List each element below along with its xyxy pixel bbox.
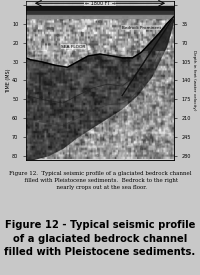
Polygon shape — [26, 16, 174, 160]
Bar — [26, 6, 174, 11]
Text: Figure 12 - Typical seismic profile
of a glaciated bedrock channel
filled with P: Figure 12 - Typical seismic profile of a… — [4, 220, 196, 257]
Text: Bedrock Prominent: Bedrock Prominent — [122, 26, 161, 30]
Text: ← 1800 FT →: ← 1800 FT → — [85, 1, 115, 6]
Bar — [26, 11, 174, 15]
Bar — [26, 15, 174, 18]
Y-axis label: TIME (MS): TIME (MS) — [6, 68, 11, 93]
Bar — [26, 1, 174, 6]
Text: SEA FLOOR: SEA FLOOR — [61, 45, 86, 49]
Text: Figure 12.  Typical seismic profile of a glaciated bedrock channel
  filled with: Figure 12. Typical seismic profile of a … — [9, 171, 191, 190]
Y-axis label: Depth in feet (water velocity): Depth in feet (water velocity) — [192, 50, 196, 111]
